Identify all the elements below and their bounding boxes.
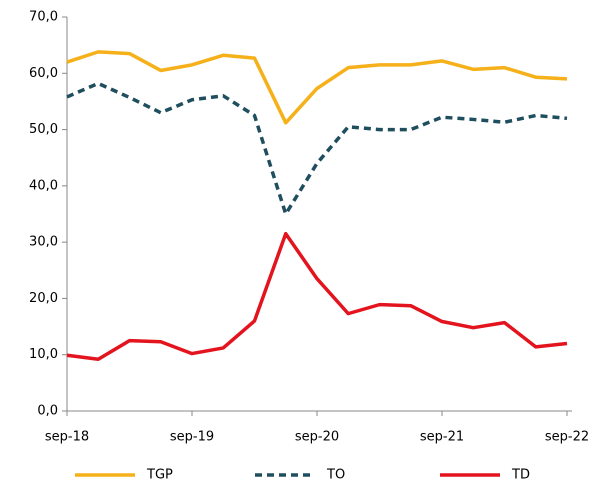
x-tick-label: sep-21 — [420, 430, 464, 445]
x-tick-label: sep-18 — [45, 430, 89, 445]
y-tick-label: 40,0 — [29, 178, 58, 193]
x-tick-label: sep-19 — [170, 430, 214, 445]
y-tick-label: 30,0 — [29, 235, 58, 250]
line-series — [66, 50, 568, 125]
y-tick-label: 70,0 — [29, 10, 58, 25]
x-tick-label: sep-22 — [545, 430, 589, 445]
legend-label: TD — [511, 468, 530, 483]
line-series — [66, 81, 568, 216]
y-tick-label: 50,0 — [29, 122, 58, 137]
legend-label: TGP — [146, 468, 173, 483]
legend-label: TO — [326, 468, 345, 483]
y-tick-label: 20,0 — [29, 291, 58, 306]
x-tick-label: sep-20 — [295, 430, 339, 445]
line-series — [66, 231, 568, 361]
y-tick-label: 0,0 — [37, 404, 58, 419]
y-tick-label: 10,0 — [29, 347, 58, 362]
y-tick-label: 60,0 — [29, 66, 58, 81]
